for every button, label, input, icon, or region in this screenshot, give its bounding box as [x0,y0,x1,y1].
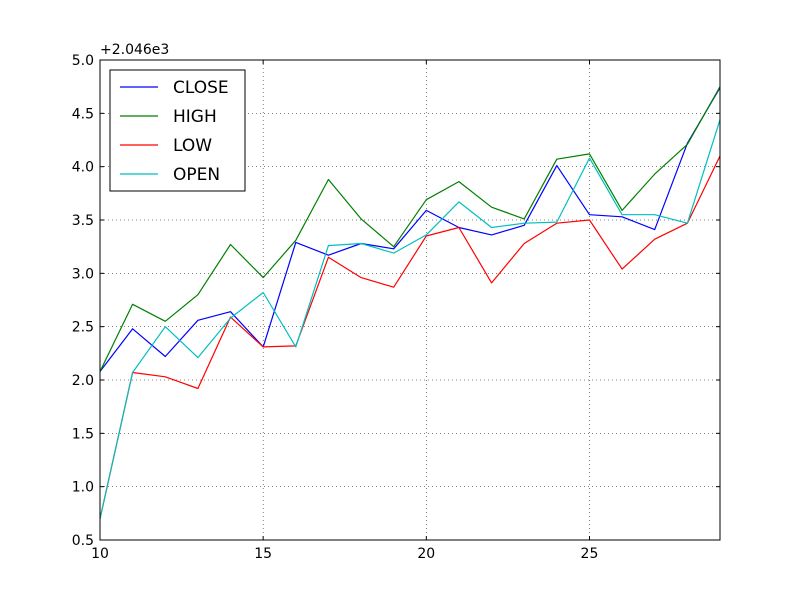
series-line-close [99,87,721,372]
legend-box [109,69,246,192]
y-tick-label: 4.0 [72,160,94,176]
legend-label-close: CLOSE [173,78,229,98]
y-tick-label: 2.0 [72,373,94,389]
y-axis-offset-label: +2.046e3 [100,42,169,58]
x-tick-label: 10 [91,546,109,562]
plot-series [99,86,721,519]
legend-label-open: OPEN [173,165,220,185]
y-tick-label: 3.0 [72,266,94,282]
y-axis-tick-labels: 0.5 1.0 1.5 2.0 2.5 3.0 3.5 4.0 4.5 5.0 [72,53,94,549]
x-tick-label: 25 [581,546,599,562]
series-line-high [99,86,721,372]
y-tick-label: 4.5 [72,106,94,122]
y-tick-label: 0.5 [72,533,94,549]
legend-label-low: LOW [173,136,212,156]
plot-frame [99,59,721,541]
grid-lines [100,60,720,540]
y-tick-label: 1.5 [72,426,94,442]
y-tick-label: 1.0 [72,480,94,496]
legend-label-high: HIGH [173,107,217,127]
series-line-open [99,119,721,519]
legend: CLOSE HIGH LOW OPEN [109,69,246,192]
x-axis-tick-labels: 10 15 20 25 [91,546,598,562]
x-tick-label: 15 [254,546,272,562]
y-tick-label: 3.5 [72,213,94,229]
y-tick-label: 5.0 [72,53,94,69]
axis-ticks [99,59,720,541]
x-tick-label: 20 [417,546,435,562]
y-tick-label: 2.5 [72,320,94,336]
series-line-low [99,155,721,519]
